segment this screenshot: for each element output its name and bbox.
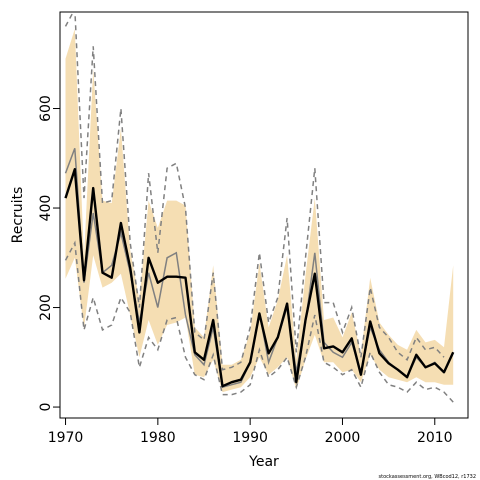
median-recruits-line: [64, 167, 455, 388]
y-tick-label: 200: [38, 294, 54, 321]
x-tick-label: 2010: [417, 430, 453, 446]
y-tick-label: 0: [38, 403, 54, 412]
y-tick-label: 400: [38, 195, 54, 222]
confidence-band: [65, 28, 454, 393]
y-tick-label: 600: [38, 95, 54, 122]
credit-text: stockassessment.org, WBcod12, r1732: [379, 474, 476, 480]
mpd-lower-dashed-line: [64, 240, 454, 403]
x-axis: 1970 1980 1990 2000 2010: [48, 418, 453, 446]
x-tick-label: 2000: [325, 430, 361, 446]
y-axis: 0 200 400 600: [38, 95, 60, 412]
x-tick-label: 1970: [48, 430, 84, 446]
x-tick-label: 1980: [140, 430, 176, 446]
x-tick-label: 1990: [232, 430, 268, 446]
x-axis-label: Year: [248, 454, 279, 470]
plot-frame: [59, 11, 469, 419]
mpd-upper-dashed-line: [64, 12, 445, 371]
y-axis-label: Recruits: [10, 187, 26, 244]
plot-area: [64, 12, 455, 403]
